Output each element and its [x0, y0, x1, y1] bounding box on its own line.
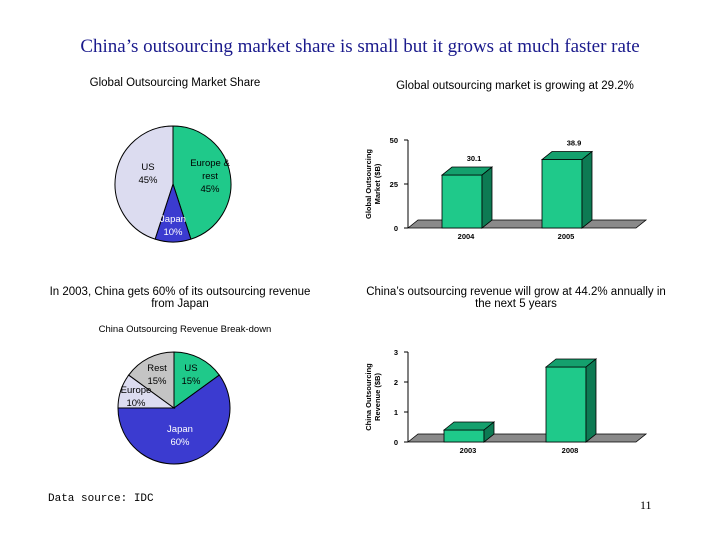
bar1-value-label-2005: 38.9	[567, 139, 582, 148]
bar1-tick-label-0: 0	[394, 224, 398, 233]
bar2-bar-side-2008	[585, 358, 597, 443]
bar1-cat-label-2004: 2004	[458, 232, 476, 241]
bar2-tick-label-1: 1	[394, 408, 398, 417]
pie2-slice-rest	[128, 351, 175, 409]
bar1-value-label-2004: 30.1	[467, 154, 482, 163]
pie1-slice-europe-rest	[172, 125, 232, 240]
pie1-title: Global Outsourcing Market Share	[89, 77, 261, 89]
pie1-label-japan-name: Japan	[160, 214, 186, 225]
bar1-cat-label-2005: 2005	[558, 232, 575, 241]
bar1-y-label: Global OutsourcingMarket ($B)	[364, 149, 382, 219]
pie1-label-japan: Japan 10%	[156, 213, 190, 239]
bar1-chart: Global OutsourcingMarket ($B) 0 25 50 2004 30…	[364, 136, 648, 241]
pie2-label-japan-pct: 60%	[170, 437, 190, 448]
page-number: 11	[640, 498, 652, 512]
pie2-title: In 2003, China gets 60% of its outsourci…	[49, 286, 311, 310]
pie1-label-europe-pct: 45%	[200, 184, 220, 195]
slide-title: China’s outsourcing market share is smal…	[80, 36, 640, 57]
pie1-label-us-pct: 45%	[138, 175, 158, 186]
bar1-title: Global outsourcing market is growing at …	[396, 80, 634, 92]
bar1-tick-label-25: 25	[390, 180, 398, 189]
bar2-bar-2003	[443, 429, 485, 443]
pie2-label-us-pct: 15%	[181, 376, 201, 387]
bar2-cat-label-2003: 2003	[460, 446, 477, 455]
pie2-label-rest-name: Rest	[147, 363, 167, 374]
pie2-label-rest-pct: 15%	[147, 376, 167, 387]
pie2-chart	[117, 351, 231, 465]
pie1-label-japan-pct: 10%	[163, 227, 183, 238]
pie2-label-japan-name: Japan	[167, 424, 193, 435]
pie2-label-japan: Japan 60%	[160, 423, 200, 449]
bar2-tick-label-3: 3	[394, 348, 398, 357]
bar2-cat-label-2008: 2008	[562, 446, 579, 455]
pie2-label-europe: Europe 10%	[116, 384, 156, 410]
bar2-chart: China OutsourcingRevenue ($B) 0 1 2 3 2003 200…	[364, 348, 648, 455]
bar2-title: China’s outsourcing revenue will grow at…	[366, 286, 666, 310]
bar2-y-label-line-2: Revenue ($B)	[373, 373, 382, 421]
pie2-label-us: US 15%	[176, 362, 206, 388]
pie2-label-europe-pct: 10%	[126, 398, 146, 409]
pie1-slice-us	[114, 125, 174, 240]
bar1-bar-2004	[441, 174, 483, 229]
bar1-bar-side-2004	[481, 166, 493, 229]
pie2-slice-us	[173, 351, 220, 409]
pie2-subtitle: China Outsourcing Revenue Break-down	[98, 324, 272, 335]
bar1-bar-side-2005	[581, 150, 593, 229]
pie1-chart	[114, 125, 232, 243]
pie1-label-europe: Europe & rest 45%	[182, 157, 238, 196]
pie1-label-us: US 45%	[133, 161, 163, 187]
pie2-label-us-name: US	[184, 363, 198, 374]
bar2-tick-label-0: 0	[394, 438, 398, 447]
pie2-label-europe-name: Europe	[120, 385, 152, 396]
pie1-label-us-name: US	[141, 162, 155, 173]
bar2-tick-label-2: 2	[394, 378, 398, 387]
bar2-bar-2008	[545, 366, 587, 443]
bar1-y-label-line-2: Market ($B)	[373, 163, 382, 204]
bar1-tick-label-50: 50	[390, 136, 398, 145]
bar2-y-label-line-1: China Outsourcing	[364, 363, 373, 431]
bar2-bar-side-2003	[483, 421, 495, 443]
pie2-label-rest: Rest 15%	[142, 362, 172, 388]
bar1-bar-2005	[541, 159, 583, 229]
pie2-slice-japan	[117, 374, 231, 465]
data-source: Data source: IDC	[48, 493, 154, 505]
bar2-y-label: China OutsourcingRevenue ($B)	[364, 363, 382, 431]
pie1-label-europe-name: Europe & rest	[190, 158, 230, 182]
bar1-y-label-line-1: Global Outsourcing	[364, 149, 373, 219]
